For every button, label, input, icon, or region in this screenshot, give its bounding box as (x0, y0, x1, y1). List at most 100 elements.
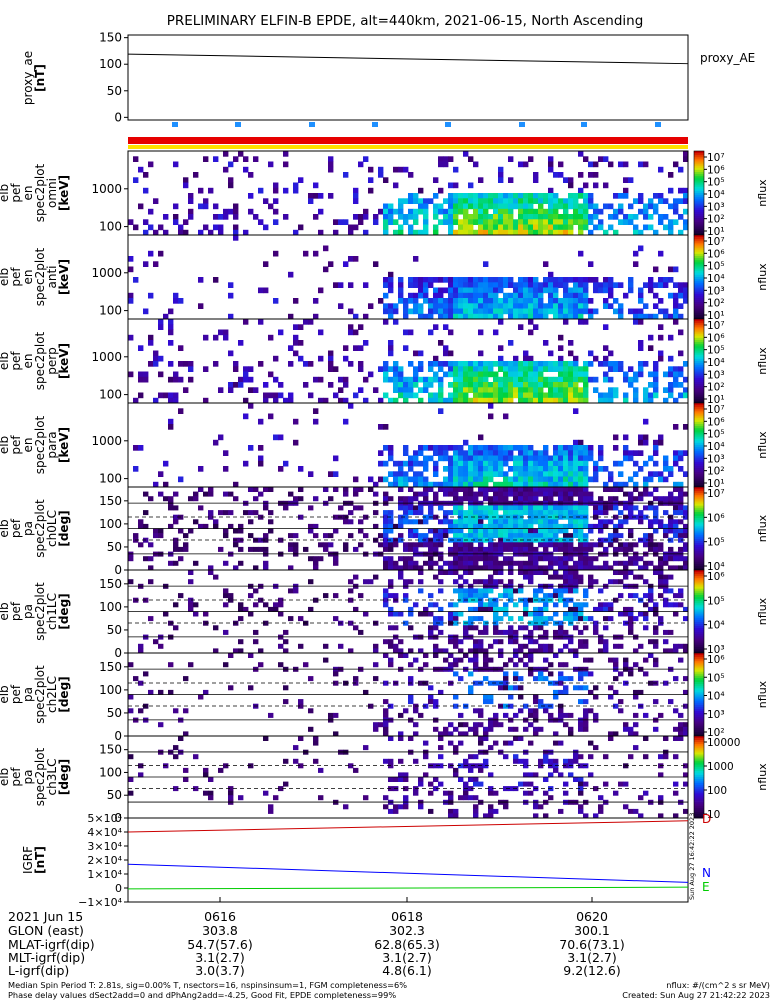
spectrogram-cell (363, 795, 369, 801)
spectrogram-cell (483, 198, 489, 204)
spectrogram-cell (478, 528, 484, 534)
spectrogram-cell (563, 387, 569, 393)
spectrogram-cell (573, 439, 579, 446)
spectrogram-cell (593, 282, 599, 288)
spectrogram-cell (683, 565, 689, 571)
spectrogram-cell (448, 616, 454, 622)
colorbar-segment (694, 640, 704, 643)
spectrogram-cell (408, 694, 414, 700)
spectrogram-cell (438, 445, 444, 451)
colorbar-segment (694, 203, 704, 206)
y-tick-label: 1000 (91, 350, 122, 364)
colorbar-segment (694, 495, 704, 498)
spectrogram-cell (478, 229, 484, 236)
spectrogram-cell (483, 481, 489, 488)
spectrogram-cell (473, 653, 479, 658)
colorbar-segment (694, 432, 704, 435)
colorbar-segment (694, 340, 704, 343)
spectrogram-cell (478, 397, 484, 404)
spectrogram-cell (463, 491, 469, 497)
spectrogram-cell (608, 565, 614, 571)
spectrogram-cell (523, 781, 529, 787)
spectrogram-cell (353, 193, 359, 199)
spectrogram-cell (463, 151, 469, 157)
spectrogram-cell (418, 537, 424, 543)
colorbar-segment (694, 344, 704, 347)
spectrogram-cell (478, 593, 484, 599)
spectrogram-cell (528, 471, 534, 477)
spectrogram-cell (583, 643, 589, 649)
spectrogram-cell (683, 772, 689, 778)
spectrogram-cell (378, 424, 384, 430)
spectrogram-cell (498, 198, 504, 204)
spectrogram-cell (518, 542, 524, 548)
spectrogram-cell (173, 560, 179, 566)
spectrogram-cell (673, 198, 679, 204)
spectrogram-cell (393, 808, 399, 814)
spectrogram-cell (493, 277, 499, 283)
spectrogram-cell (633, 593, 639, 599)
spectrogram-cell (398, 758, 404, 764)
spectrogram-cell (578, 790, 584, 796)
spectrogram-cell (658, 193, 664, 199)
spectrogram-cell (598, 523, 604, 529)
spectrogram-cell (563, 685, 569, 691)
spectrogram-cell (513, 496, 519, 502)
colorbar-segment (694, 813, 704, 817)
colorbar-segment (694, 567, 704, 571)
spectrogram-cell (393, 648, 399, 654)
spectrogram-cell (498, 629, 504, 635)
spectrogram-cell (603, 481, 609, 488)
spectrogram-cell (478, 523, 484, 529)
spectrogram-cell (623, 722, 629, 728)
spectrogram-cell (503, 560, 509, 566)
igrf-line-n (127, 863, 689, 883)
spectrogram-cell (488, 588, 494, 594)
spectrogram-cell (608, 519, 614, 525)
spectrogram-cell (453, 208, 459, 215)
spectrogram-cell (643, 736, 649, 741)
spectrogram-cell (458, 308, 464, 315)
spectrogram-cell (668, 355, 674, 362)
spectrogram-cell (548, 795, 554, 801)
spectrogram-cell (563, 214, 569, 220)
spectrogram-cell (418, 203, 424, 210)
spectrogram-cell (398, 648, 404, 654)
spectrogram-cell (658, 579, 664, 585)
spectrogram-cell (278, 466, 284, 472)
spectrogram-cell (603, 565, 609, 571)
spectrogram-cell (548, 193, 554, 199)
spectrogram-cell (128, 777, 134, 782)
spectrogram-cell (438, 298, 444, 304)
spectrogram-cell (628, 214, 634, 220)
spectrogram-cell (568, 519, 574, 525)
spectrogram-cell (298, 177, 304, 183)
colorbar-segment (694, 178, 704, 181)
spectrogram-cell (143, 219, 149, 225)
spectrogram-cell (478, 722, 484, 728)
spectrogram-cell (563, 523, 569, 529)
spectrogram-cell (503, 611, 509, 617)
spectrogram-cell (468, 455, 474, 462)
spectrogram-cell (673, 424, 679, 430)
spectrogram-cell (428, 392, 434, 399)
spectrogram-cell (578, 193, 584, 199)
spectrogram-cell (548, 366, 554, 372)
spectrogram-cell (313, 298, 319, 304)
spectrogram-cell (543, 445, 549, 451)
spectrogram-cell (653, 629, 659, 635)
spectrogram-cell (383, 593, 389, 599)
spectrogram-cell (408, 298, 414, 304)
spectrogram-cell (528, 376, 534, 383)
spectrogram-cell (398, 224, 404, 231)
spectrogram-cell (528, 722, 534, 728)
spectrogram-cell (468, 625, 474, 631)
colorbar-tick-label: 10⁷ (707, 152, 725, 164)
colorbar-segment (694, 613, 704, 617)
spectrogram-cell (548, 214, 554, 220)
spectrogram-cell (563, 560, 569, 566)
spectrogram-cell (473, 371, 479, 378)
spectrogram-cell (173, 371, 179, 378)
spectrogram-cell (513, 303, 519, 309)
spectrogram-cell (623, 177, 629, 183)
